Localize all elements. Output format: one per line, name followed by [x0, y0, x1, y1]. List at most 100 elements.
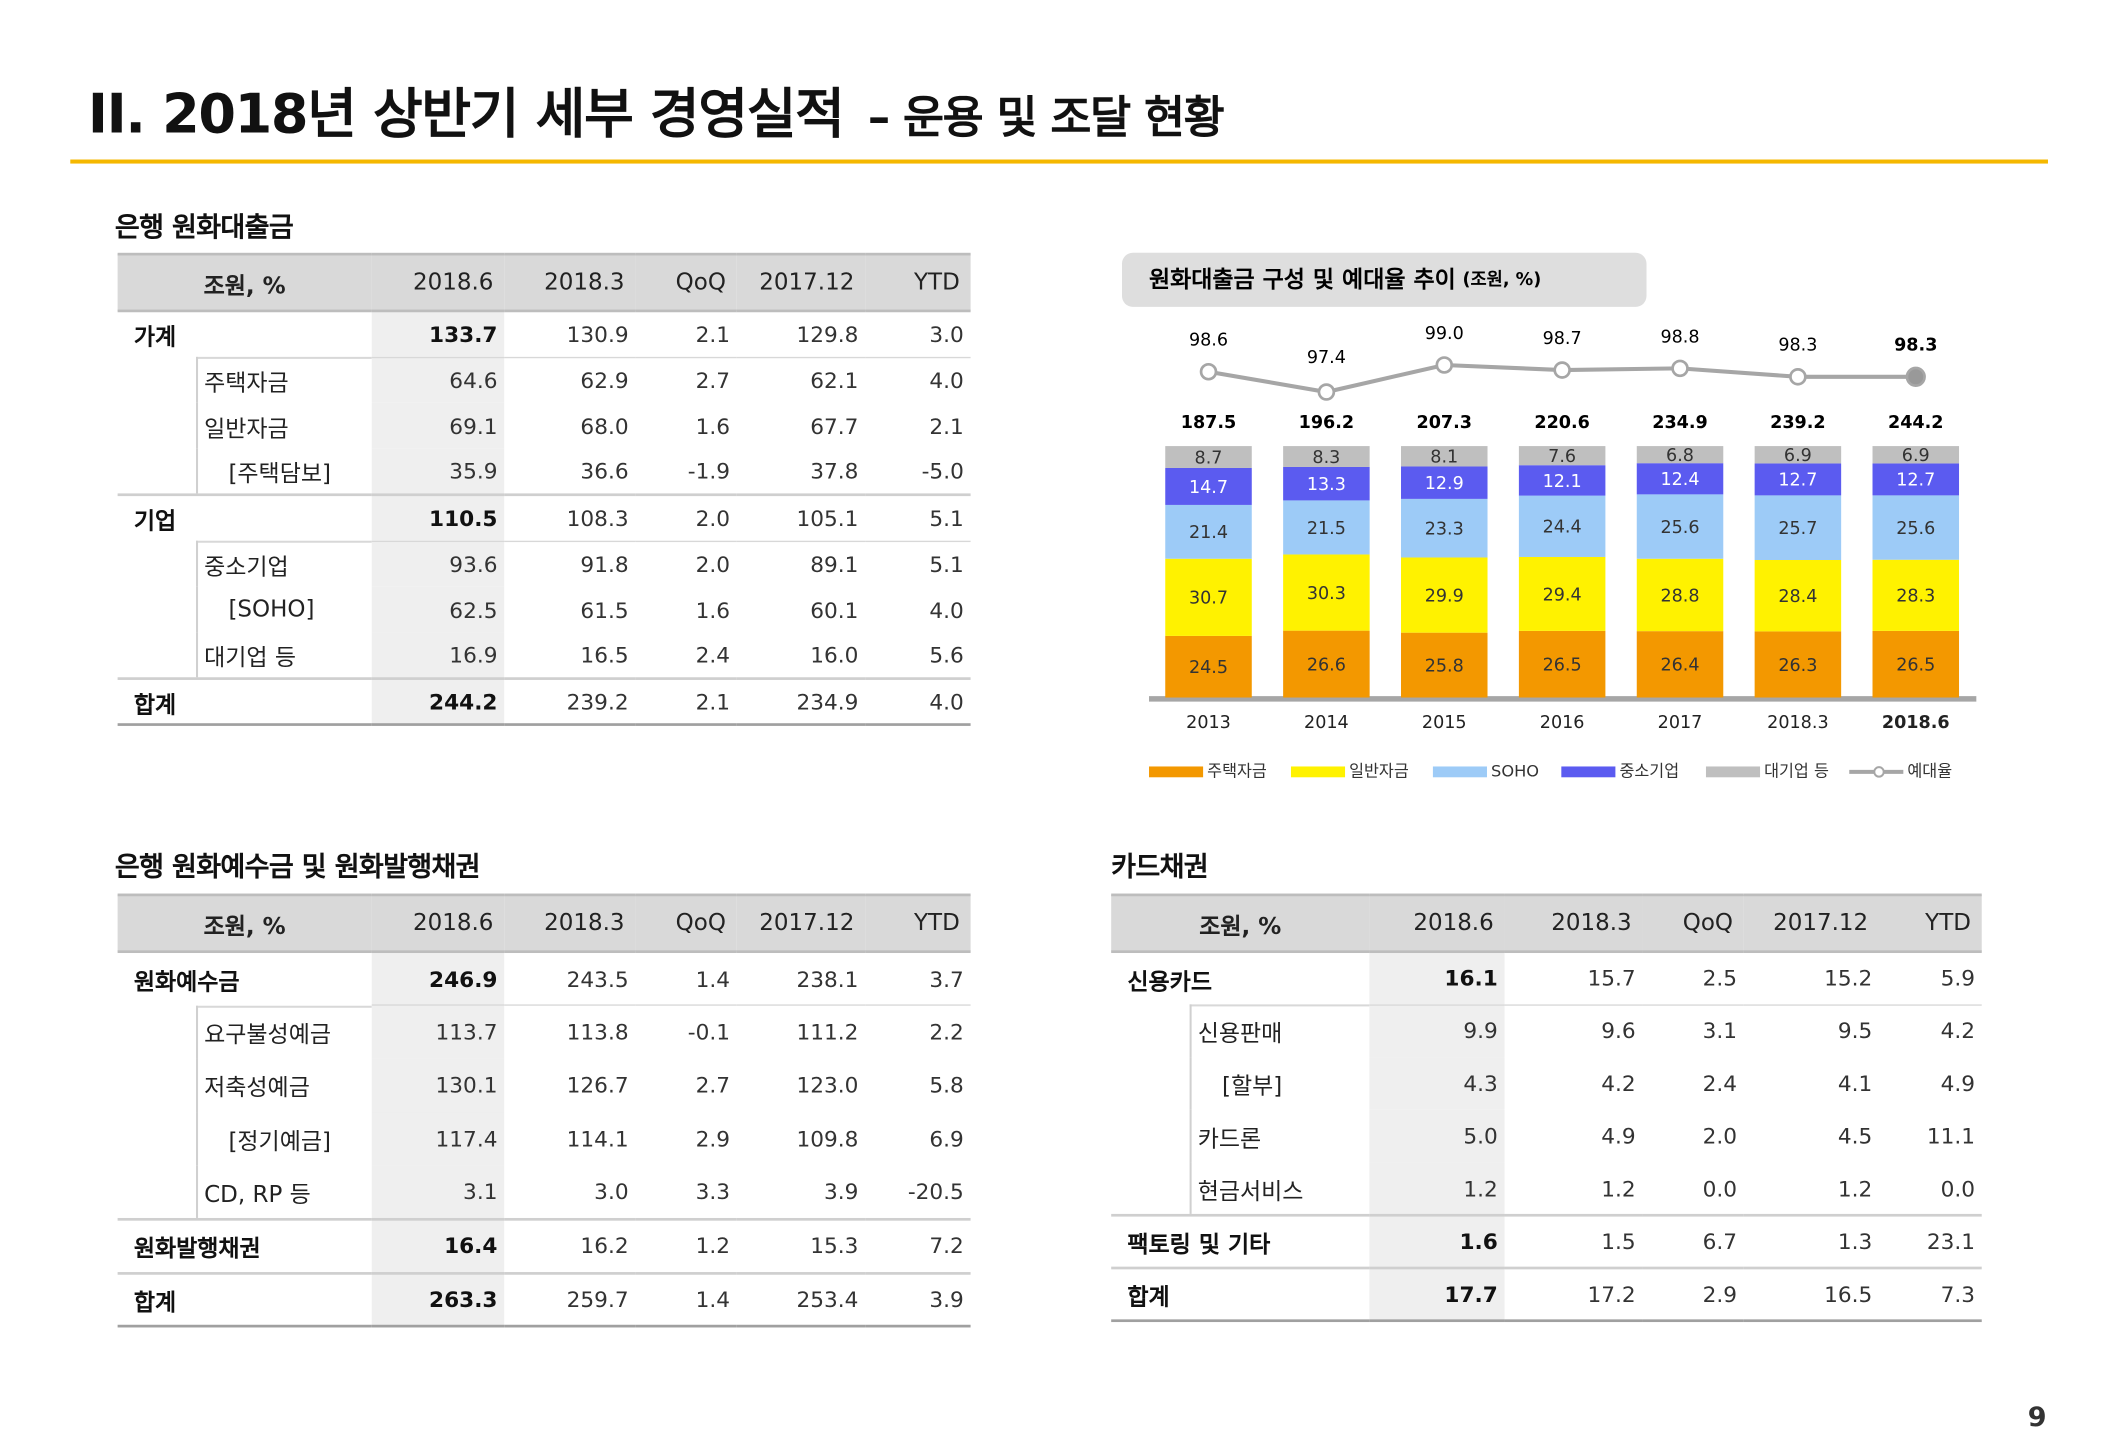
value-cell: 1.4 [635, 1271, 737, 1328]
header-cell: 2017.12 [1743, 893, 1880, 954]
value-cell: 1.2 [1369, 1162, 1505, 1216]
segment-label: 23.3 [1425, 520, 1464, 540]
chart-title: 원화대출금 구성 및 예대율 추이 (조원, %) [1149, 266, 1541, 292]
chart-unit: (조원, %) [1462, 270, 1541, 290]
segment-label: 30.3 [1307, 584, 1346, 604]
row-label: 일반자금 [117, 402, 372, 449]
page-number: 9 [2027, 1400, 2047, 1433]
value-cell: 5.1 [865, 493, 971, 541]
value-cell: 4.9 [1601, 1123, 1636, 1150]
value-cell: 93.6 [371, 540, 505, 587]
value-cell: 91.8 [504, 540, 636, 587]
ratio-label: 98.7 [1543, 329, 1582, 349]
total-label: 234.9 [1652, 413, 1708, 433]
value-cell: 234.9 [736, 677, 866, 726]
segment-label: 29.9 [1425, 586, 1464, 606]
segment-label: 25.8 [1425, 656, 1464, 676]
value-cell: 2.4 [695, 642, 730, 668]
header-cell: 2018.6 [371, 893, 505, 954]
value-cell: 1.6 [695, 412, 730, 439]
table-row: 가계 133.7 130.9 2.1 129.8 3.0 [118, 310, 971, 357]
value-cell: 2.5 [1702, 965, 1738, 992]
segment-label: 21.4 [1189, 523, 1228, 543]
total-label: 244.2 [1888, 413, 1944, 433]
x-tick-label: 2015 [1422, 713, 1467, 733]
bar-segment [1518, 630, 1606, 698]
value-cell: 1.2 [1837, 1175, 1873, 1202]
bar-segment [1283, 554, 1370, 631]
value-cell: 239.2 [504, 677, 636, 726]
bar-segment [1636, 446, 1724, 464]
legend-label: 일반자금 [1349, 761, 1409, 780]
value-cell: 2.0 [1702, 1123, 1738, 1150]
row-label: 요구불성예금 [118, 1005, 372, 1059]
value-cell: 67.7 [810, 412, 859, 439]
value-cell: 4.0 [865, 677, 971, 726]
row-label: 주택자금 [118, 356, 372, 403]
legend-label: 중소기업 [1619, 761, 1679, 780]
legend-swatch [1432, 766, 1487, 778]
table-row: 합계 263.3 259.7 1.4 253.4 3.9 [117, 1271, 971, 1328]
value-cell: 16.0 [810, 642, 859, 668]
table-row: [할부] 4.3 4.2 2.4 4.1 4.9 [1111, 1057, 1982, 1110]
x-tick-label: 2016 [1540, 713, 1585, 733]
value-cell: 1.2 [635, 1217, 737, 1273]
total-label: 187.5 [1181, 413, 1237, 433]
value-cell: 1.4 [695, 965, 730, 992]
page-title: II. 2018년 상반기 세부 경영실적 – 운용 및 조달 현황 [88, 70, 1225, 148]
bar-segment [1165, 467, 1252, 505]
segment-label: 14.7 [1189, 478, 1228, 498]
value-cell: 1.6 [695, 596, 730, 623]
ratio-marker [1199, 362, 1218, 381]
value-cell: -0.1 [635, 1004, 737, 1059]
bar-segment [1872, 446, 1960, 464]
table-row: 중소기업 93.6 91.8 2.0 89.1 5.1 [118, 540, 971, 587]
row-label: CD, RP 등 [117, 1165, 372, 1220]
legend-swatch [1561, 766, 1616, 778]
bar-segment [1754, 559, 1842, 632]
header-cell: QoQ [635, 252, 737, 313]
value-cell: 2.1 [695, 321, 730, 348]
value-cell: 15.2 [1824, 965, 1873, 992]
value-cell: 62.1 [736, 356, 866, 403]
bar-segment [1283, 630, 1370, 698]
value-cell: 7.2 [865, 1217, 971, 1273]
title-rule [70, 159, 2048, 164]
value-cell: 0.0 [1940, 1175, 1975, 1202]
value-cell: 64.6 [371, 356, 505, 403]
value-cell: 253.4 [736, 1271, 866, 1328]
table-row: CD, RP 등 3.1 3.0 3.3 3.9 -20.5 [117, 1165, 971, 1220]
chart: 원화대출금 구성 및 예대율 추이 (조원, %) 24.5 30.7 21.4 14.… [1121, 252, 1977, 780]
table-row: 일반자금 69.1 68.0 1.6 67.7 2.1 [117, 402, 971, 449]
value-cell: 4.9 [1940, 1070, 1975, 1097]
table-body: 가계 133.7 130.9 2.1 129.8 3.0 주택자금 64.6 62.9 2.7 62… [117, 310, 971, 726]
segment-label: 6.9 [1902, 446, 1930, 466]
value-cell: 15.3 [736, 1217, 866, 1273]
ratio-label: 98.3 [1894, 336, 1937, 356]
title-sub: – 운용 및 조달 현황 [867, 90, 1225, 144]
value-cell: 3.1 [1642, 1003, 1744, 1058]
value-cell: 113.8 [504, 1004, 636, 1059]
table-row: 신용판매 9.9 9.6 3.1 9.5 4.2 [1111, 1003, 1982, 1058]
value-cell: 133.7 [371, 310, 505, 357]
value-cell: 108.3 [504, 493, 636, 541]
x-tick-label: 2013 [1186, 713, 1231, 733]
value-cell: 16.4 [371, 1217, 505, 1273]
data-table: 조원, % 2018.6 2018.3 QoQ 2017.12 YTD 가계 133.7 130… [117, 252, 971, 726]
segment-label: 28.8 [1660, 586, 1699, 606]
value-cell: 37.8 [810, 458, 859, 484]
value-cell: 0.0 [1702, 1175, 1738, 1202]
value-cell: 6.9 [929, 1126, 964, 1152]
ratio-marker [1435, 356, 1454, 374]
table-row: 합계 17.7 17.2 2.9 16.5 7.3 [1111, 1266, 1982, 1323]
row-label: 카드론 [1111, 1109, 1370, 1163]
value-cell: 17.7 [1369, 1266, 1505, 1323]
section-heading: 은행 원화예수금 및 원화발행채권 [114, 850, 481, 883]
bar-segment [1401, 498, 1488, 558]
value-cell: 243.5 [566, 965, 629, 992]
table-wrap: 조원, % 2018.6 2018.3 QoQ 2017.12 YTD 가계 133.7 130… [117, 252, 971, 726]
value-cell: 110.5 [371, 493, 505, 541]
value-cell: 11.1 [1926, 1123, 1975, 1150]
table-row: 대기업 등 16.9 16.5 2.4 16.0 5.6 [117, 632, 971, 679]
value-cell: 5.0 [1369, 1109, 1505, 1163]
